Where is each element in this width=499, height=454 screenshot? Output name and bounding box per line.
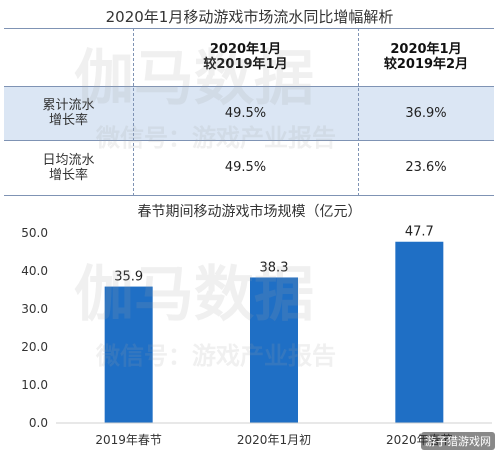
row-label: 日均流水 增长率: [4, 140, 133, 195]
chart-title: 春节期间移动游戏市场规模（亿元）: [137, 204, 362, 220]
data-label: 35.9: [114, 270, 143, 285]
highlight-row-bg: [4, 86, 494, 140]
table-row-divider: [4, 140, 494, 141]
x-tick-label: 2019年春节: [95, 433, 162, 447]
data-label: 47.7: [405, 225, 434, 240]
table-top-border: [4, 28, 494, 29]
corner-watermark: 游子猎游戏网: [421, 432, 495, 450]
column-header: 2020年1月 较2019年2月: [358, 28, 494, 86]
table-cell: 49.5%: [224, 105, 267, 121]
column-header-line1: 2020年1月: [390, 42, 462, 57]
y-tick-label: 30.0: [21, 302, 48, 316]
y-axis: 0.0 10.0 20.0 30.0 40.0 50.0: [21, 226, 48, 430]
table-title: 2020年1月移动游戏市场流水同比增幅解析: [105, 8, 394, 26]
row-label-line1: 累计流水: [42, 98, 95, 113]
table-bottom-border: [4, 195, 494, 196]
data-label: 38.3: [260, 260, 289, 275]
table-column-divider: [358, 28, 359, 196]
x-tick-label: 2020年1月初: [237, 433, 311, 447]
bar: [104, 286, 153, 423]
column-header-line2: 较2019年2月: [383, 57, 469, 72]
row-label-line2: 增长率: [48, 167, 88, 183]
bar: [395, 241, 444, 423]
y-tick-label: 40.0: [21, 264, 48, 278]
table-cell: 23.6%: [405, 160, 447, 175]
y-tick-label: 0.0: [29, 416, 48, 430]
row-label-line1: 日均流水: [42, 152, 95, 168]
table-row-divider: [4, 86, 494, 87]
table-cell: 49.5%: [224, 160, 267, 175]
y-tick-label: 20.0: [21, 340, 48, 354]
y-tick-label: 10.0: [21, 378, 48, 392]
bar: [250, 277, 298, 423]
bar-series: 35.9 38.3 47.7: [104, 225, 444, 423]
y-tick-label: 50.0: [21, 226, 48, 240]
table-column-divider: [133, 28, 134, 196]
growth-table: 2020年1月 较2019年1月 2020年1月 较2019年2月 累计流水 增…: [4, 28, 494, 196]
row-label-line2: 增长率: [48, 113, 88, 128]
column-header-line2: 较2019年1月: [203, 57, 288, 72]
table-cell: 36.9%: [405, 105, 447, 121]
column-header: 2020年1月 较2019年1月: [133, 28, 358, 86]
row-label: 累计流水 增长率: [4, 86, 133, 140]
column-header-line1: 2020年1月: [209, 42, 282, 57]
